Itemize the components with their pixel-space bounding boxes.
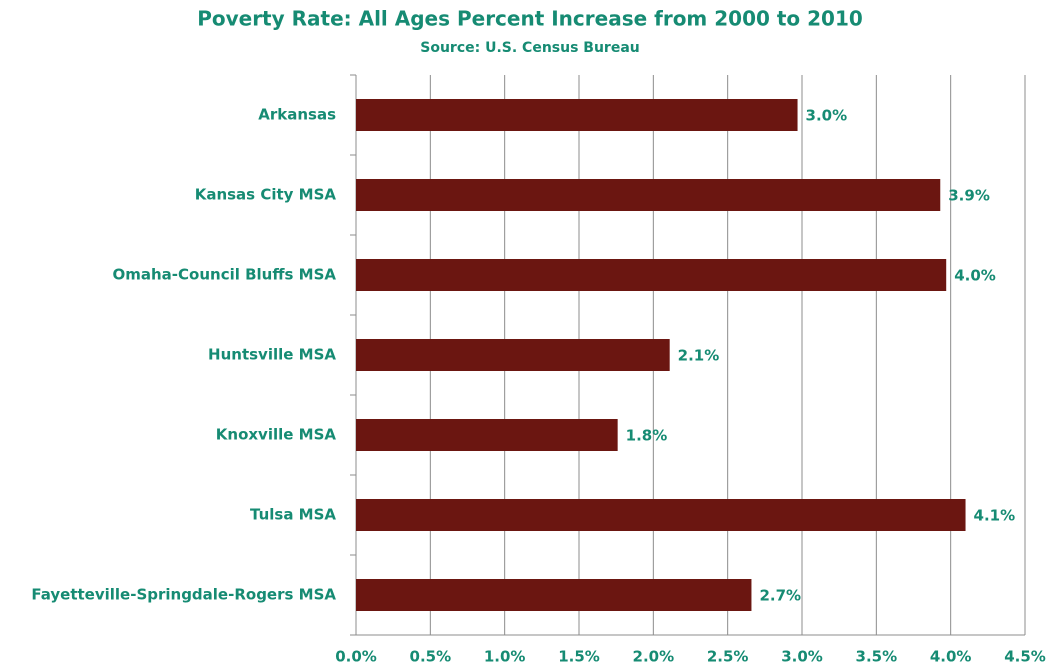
- bar: [356, 179, 941, 211]
- data-label: 4.1%: [974, 507, 1016, 525]
- x-tick-label: 4.0%: [930, 648, 972, 664]
- y-tick-label: Omaha-Council Bluffs MSA: [113, 266, 337, 284]
- x-tick-label: 0.5%: [410, 648, 452, 664]
- y-tick-label: Fayetteville-Springdale-Rogers MSA: [31, 586, 336, 604]
- y-tick-label: Tulsa MSA: [250, 506, 336, 524]
- y-tick-label: Arkansas: [258, 106, 336, 124]
- y-tick-label: Kansas City MSA: [195, 186, 337, 204]
- data-label: 3.9%: [948, 187, 990, 205]
- bar: [356, 499, 966, 531]
- chart-title: Poverty Rate: All Ages Percent Increase …: [197, 7, 863, 31]
- x-tick-label: 0.0%: [335, 648, 377, 664]
- data-label: 2.7%: [759, 587, 801, 605]
- y-tick-label: Huntsville MSA: [208, 346, 336, 364]
- bar: [356, 339, 670, 371]
- x-tick-label: 1.0%: [484, 648, 526, 664]
- x-tick-label: 3.0%: [781, 648, 823, 664]
- data-label: 3.0%: [806, 107, 848, 125]
- chart-subtitle: Source: U.S. Census Bureau: [420, 40, 640, 56]
- x-tick-label: 1.5%: [558, 648, 600, 664]
- bar: [356, 99, 798, 131]
- data-label: 4.0%: [954, 267, 996, 285]
- x-tick-label: 2.0%: [633, 648, 675, 664]
- x-tick-label: 2.5%: [707, 648, 749, 664]
- x-tick-label: 3.5%: [856, 648, 898, 664]
- data-label: 2.1%: [678, 347, 720, 365]
- data-label: 1.8%: [626, 427, 668, 445]
- bar: [356, 419, 618, 451]
- y-tick-label: Knoxville MSA: [216, 426, 337, 444]
- bar: [356, 579, 752, 611]
- bar: [356, 259, 947, 291]
- x-tick-label: 4.5%: [1004, 648, 1046, 664]
